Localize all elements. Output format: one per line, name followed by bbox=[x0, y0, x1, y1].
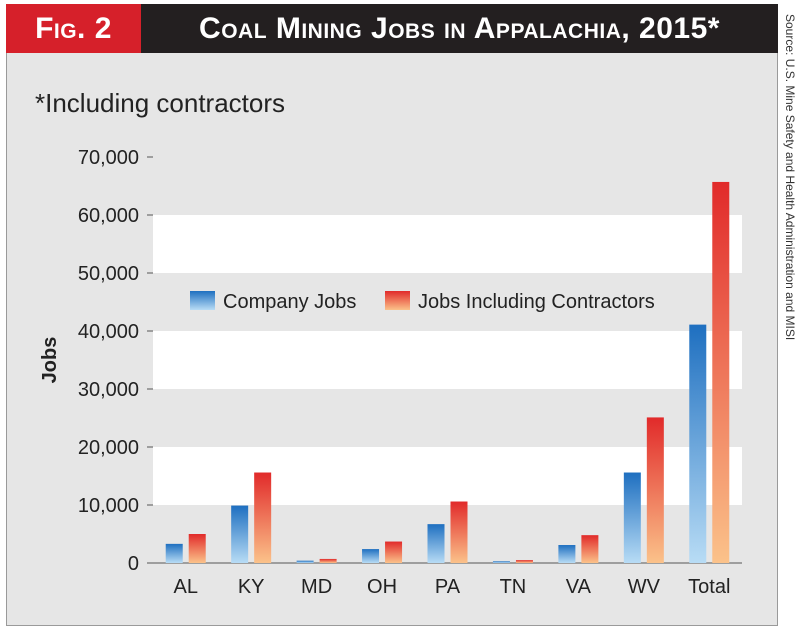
bar-company-jobs bbox=[689, 324, 707, 563]
bar-company-jobs bbox=[231, 505, 249, 563]
bar-jobs-including-contractors bbox=[515, 560, 533, 563]
figure-number: Fig. 2 bbox=[6, 4, 141, 53]
source-note: Source: U.S. Mine Safety and Health Admi… bbox=[780, 4, 800, 626]
x-tick-label: KY bbox=[238, 576, 265, 598]
plot-band bbox=[153, 331, 742, 389]
y-tick-label: 50,000 bbox=[78, 263, 139, 285]
bar-company-jobs bbox=[623, 472, 641, 563]
bars bbox=[165, 181, 730, 563]
y-tick-label: 60,000 bbox=[78, 205, 139, 227]
bar-jobs-including-contractors bbox=[712, 181, 730, 563]
plot-band bbox=[153, 273, 742, 331]
y-tick-label: 30,000 bbox=[78, 379, 139, 401]
bar-chart: *Including contractors Jobs 0 10,000 20,00… bbox=[35, 88, 742, 598]
y-tick-label: 70,000 bbox=[78, 147, 139, 169]
bar-company-jobs bbox=[165, 543, 183, 563]
bar-company-jobs bbox=[362, 549, 380, 563]
x-tick-label: VA bbox=[566, 576, 592, 598]
bar-company-jobs bbox=[296, 560, 314, 563]
bar-jobs-including-contractors bbox=[254, 472, 272, 563]
y-tick-label: 10,000 bbox=[78, 495, 139, 517]
bar-jobs-including-contractors bbox=[646, 417, 664, 563]
bar-jobs-including-contractors bbox=[188, 534, 206, 563]
bar-jobs-including-contractors bbox=[581, 535, 599, 563]
source-text: Source: U.S. Mine Safety and Health Admi… bbox=[783, 14, 797, 341]
y-tick-label: 40,000 bbox=[78, 321, 139, 343]
y-tick-label: 20,000 bbox=[78, 437, 139, 459]
x-tick-label: AL bbox=[173, 576, 197, 598]
x-tick-label: PA bbox=[435, 576, 461, 598]
x-tick-label: OH bbox=[367, 576, 397, 598]
y-axis-label: Jobs bbox=[39, 337, 61, 384]
x-tick-label: TN bbox=[500, 576, 527, 598]
plot-band bbox=[153, 157, 742, 215]
figure-header: Fig. 2 Coal Mining Jobs in Appalachia, 2… bbox=[6, 4, 778, 53]
plot-band bbox=[153, 447, 742, 505]
plot-bands bbox=[153, 157, 742, 564]
chart-subtitle: *Including contractors bbox=[35, 88, 285, 118]
x-tick-label: WV bbox=[628, 576, 661, 598]
y-tick-labels: 0 10,000 20,000 30,000 40,000 50,000 60,000 70,… bbox=[78, 147, 153, 575]
x-tick-label: MD bbox=[301, 576, 332, 598]
legend-swatch bbox=[190, 291, 215, 310]
bar-jobs-including-contractors bbox=[385, 541, 403, 563]
x-tick-label: Total bbox=[688, 576, 730, 598]
plot-band bbox=[153, 215, 742, 273]
legend-label: Company Jobs bbox=[223, 291, 356, 313]
legend-swatch bbox=[385, 291, 410, 310]
y-tick-label: 0 bbox=[128, 553, 139, 575]
legend: Company Jobs Jobs Including Contractors bbox=[190, 291, 655, 313]
bar-jobs-including-contractors bbox=[319, 558, 337, 563]
bar-company-jobs bbox=[492, 561, 510, 563]
bar-company-jobs bbox=[558, 545, 576, 563]
x-tick-labels: AL KY MD OH PA TN VA WV Total bbox=[173, 576, 730, 598]
bar-company-jobs bbox=[427, 524, 445, 563]
legend-label: Jobs Including Contractors bbox=[418, 291, 655, 313]
bar-jobs-including-contractors bbox=[450, 501, 468, 563]
plot-band bbox=[153, 505, 742, 563]
figure-title: Coal Mining Jobs in Appalachia, 2015* bbox=[141, 4, 778, 53]
plot-band bbox=[153, 389, 742, 447]
